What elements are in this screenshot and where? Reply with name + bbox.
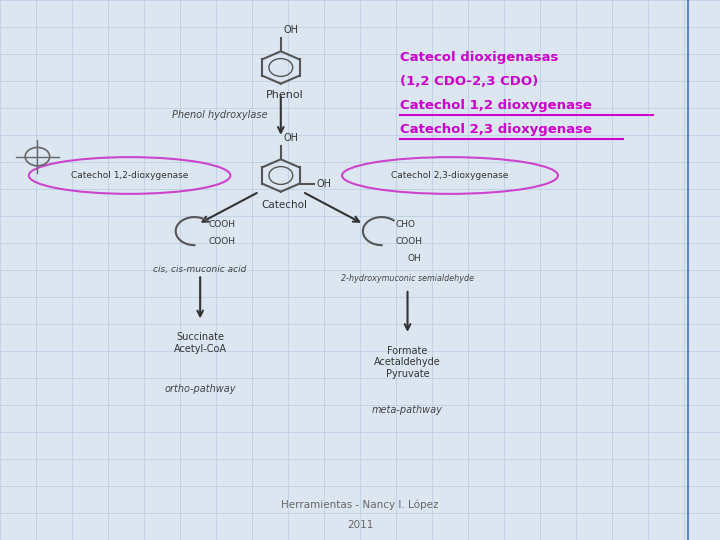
Text: Phenol: Phenol	[266, 90, 303, 100]
Text: cis, cis-muconic acid: cis, cis-muconic acid	[153, 265, 247, 274]
Text: COOH: COOH	[396, 238, 423, 246]
Text: Catechol 2,3 dioxygenase: Catechol 2,3 dioxygenase	[400, 123, 592, 136]
Text: CHO: CHO	[396, 220, 416, 228]
Text: Herramientas - Nancy I. López: Herramientas - Nancy I. López	[282, 500, 438, 510]
Text: 2011: 2011	[347, 520, 373, 530]
Text: Catechol 2,3-dioxygenase: Catechol 2,3-dioxygenase	[391, 171, 509, 180]
Text: OH: OH	[284, 133, 299, 143]
Text: OH: OH	[284, 25, 299, 35]
Text: OH: OH	[317, 179, 332, 188]
Text: (1,2 CDO-2,3 CDO): (1,2 CDO-2,3 CDO)	[400, 75, 538, 88]
Text: Formate
Acetaldehyde
Pyruvate: Formate Acetaldehyde Pyruvate	[374, 346, 441, 379]
Text: ortho-pathway: ortho-pathway	[164, 384, 236, 395]
Text: OH: OH	[408, 254, 421, 262]
Text: Catecol dioxigenasas: Catecol dioxigenasas	[400, 51, 558, 64]
Text: COOH: COOH	[209, 238, 236, 246]
Text: meta-pathway: meta-pathway	[372, 405, 443, 415]
Text: Catechol: Catechol	[261, 200, 307, 210]
Text: Succinate
Acetyl-CoA: Succinate Acetyl-CoA	[174, 332, 227, 354]
Text: 2-hydroxymuconic semialdehyde: 2-hydroxymuconic semialdehyde	[341, 274, 474, 284]
Text: Catechol 1,2 dioxygenase: Catechol 1,2 dioxygenase	[400, 99, 591, 112]
Text: COOH: COOH	[209, 220, 236, 228]
Text: Phenol hydroxylase: Phenol hydroxylase	[172, 110, 268, 120]
Text: Catechol 1,2-dioxygenase: Catechol 1,2-dioxygenase	[71, 171, 189, 180]
